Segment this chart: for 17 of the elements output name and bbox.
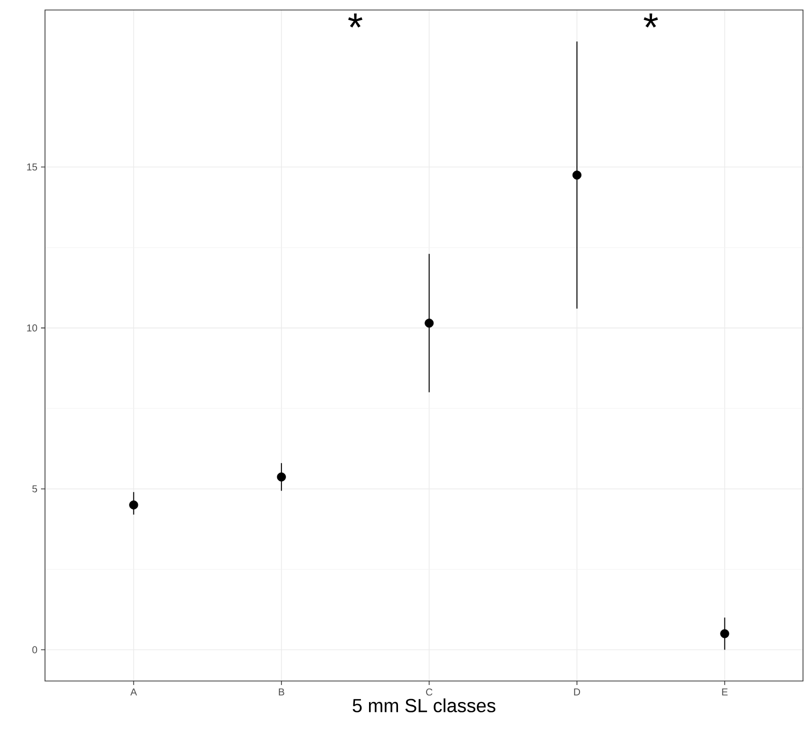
y-tick-label: 0 [32, 646, 38, 654]
point [720, 629, 730, 638]
point [572, 170, 582, 180]
y-tick-label: 15 [27, 164, 38, 171]
x-tick-label: B [278, 688, 284, 696]
x-tick-label: E [722, 688, 728, 696]
x-tick-label: C [426, 688, 432, 696]
x-axis-title: 5 mm SL classes [352, 698, 496, 712]
point [276, 472, 286, 482]
y-tick-label: 5 [32, 485, 38, 492]
annotation: * [348, 14, 362, 28]
point [129, 500, 138, 510]
x-tick-label: A [130, 688, 137, 696]
y-tick-label: 10 [27, 324, 38, 332]
point [424, 318, 434, 328]
annotation: * [644, 14, 658, 28]
x-tick-label: D [574, 688, 580, 696]
